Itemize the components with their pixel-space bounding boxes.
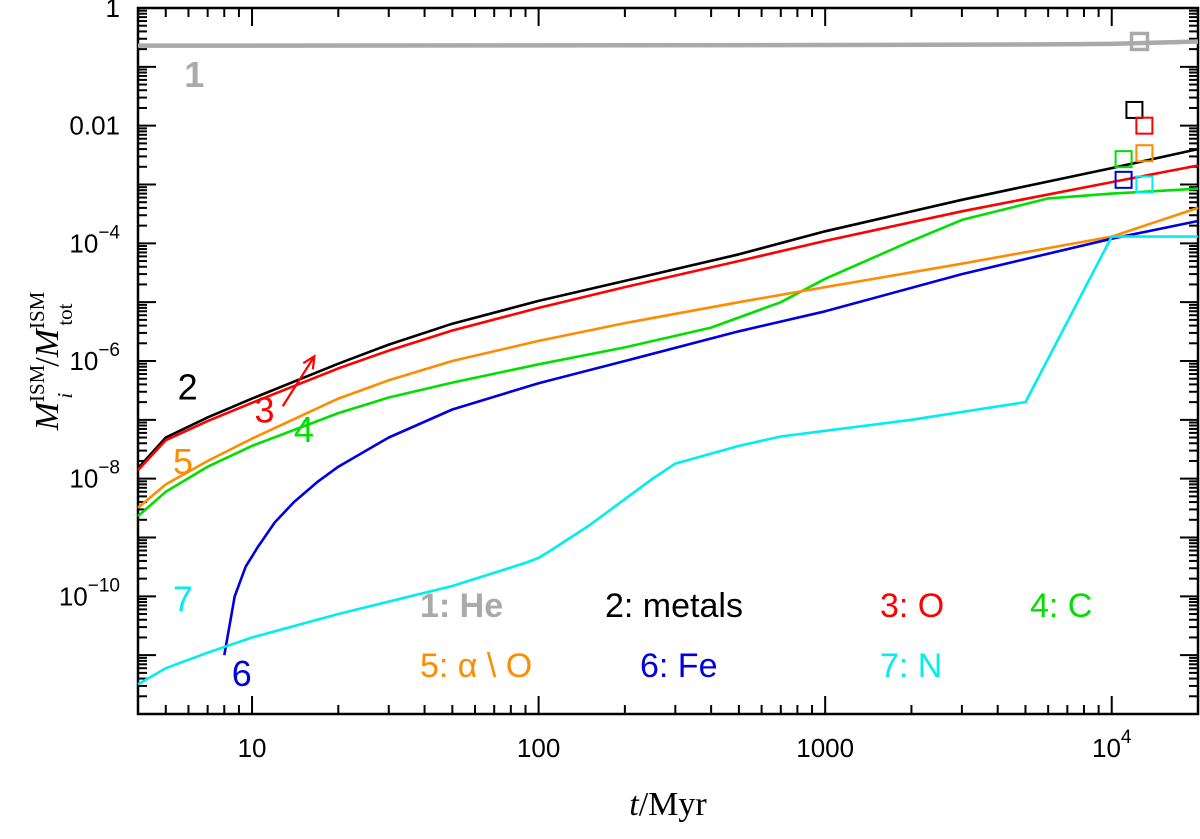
curve-label-1: 1 bbox=[184, 54, 204, 95]
series-line-o bbox=[137, 164, 1199, 471]
y-tick-label: 10−8 bbox=[69, 458, 120, 494]
series-line-o bbox=[137, 206, 1199, 509]
trend-arrow-shaft bbox=[281, 355, 316, 407]
legend: 1: He 2: metals 3: O 4: C 5: α \ O 6: Fe 7: N bbox=[420, 587, 1092, 685]
trend-arrow-head bbox=[302, 354, 316, 370]
markers-layer bbox=[281, 31, 1154, 407]
x-tick-label: 104 bbox=[1092, 727, 1132, 763]
x-tick-label: 10 bbox=[238, 733, 267, 763]
legend-entry: 6: Fe bbox=[640, 647, 717, 685]
y-tick-label: 10−6 bbox=[69, 340, 120, 376]
series-line-fe bbox=[223, 219, 1199, 656]
observed-marker-2 bbox=[1125, 100, 1144, 119]
curve-labels: 1 2 3 4 5 67 bbox=[173, 54, 314, 694]
observed-marker-6 bbox=[1114, 170, 1133, 189]
curve-label-6: 6 bbox=[232, 653, 252, 694]
legend-entry: 4: C bbox=[1030, 587, 1092, 625]
ticks-layer: 10 100 1000 104 1 0.01 10−4 10−6 10−8 10−10 bbox=[59, 0, 1199, 763]
x-tick-label: 1000 bbox=[796, 733, 854, 763]
legend-entry: 3: O bbox=[880, 587, 944, 625]
y-tick-label: 1 bbox=[106, 0, 120, 23]
x-axis-label: t/Myr bbox=[629, 786, 707, 823]
legend-entry: 2: metals bbox=[605, 587, 743, 625]
observed-marker-7 bbox=[1135, 175, 1154, 194]
y-tick-label: 0.01 bbox=[69, 111, 120, 141]
legend-entry: 1: He bbox=[420, 587, 503, 625]
curve-label-2: 2 bbox=[178, 367, 198, 408]
curve-label-3: 3 bbox=[255, 390, 275, 431]
y-axis-label: MISM i/MISM tot bbox=[25, 291, 77, 431]
observed-marker-1 bbox=[1129, 31, 1150, 52]
curve-label-7: 7 bbox=[173, 579, 193, 620]
series-line-c bbox=[137, 187, 1199, 518]
legend-entry: 5: α \ O bbox=[420, 647, 532, 685]
y-tick-label: 10−10 bbox=[59, 575, 120, 611]
series-line-metals bbox=[137, 147, 1199, 470]
series-line-n bbox=[137, 235, 1198, 686]
curve-label-5: 5 bbox=[173, 441, 193, 482]
y-tick-label: 10−4 bbox=[69, 222, 120, 258]
observed-marker-3 bbox=[1135, 116, 1154, 135]
curve-label-4: 4 bbox=[294, 409, 314, 450]
series-layer bbox=[137, 39, 1199, 686]
series-line-he bbox=[138, 39, 1199, 48]
observed-marker-4 bbox=[1114, 150, 1133, 169]
observed-marker-5 bbox=[1135, 144, 1154, 163]
legend-entry: 7: N bbox=[880, 647, 942, 685]
x-tick-label: 100 bbox=[517, 733, 560, 763]
